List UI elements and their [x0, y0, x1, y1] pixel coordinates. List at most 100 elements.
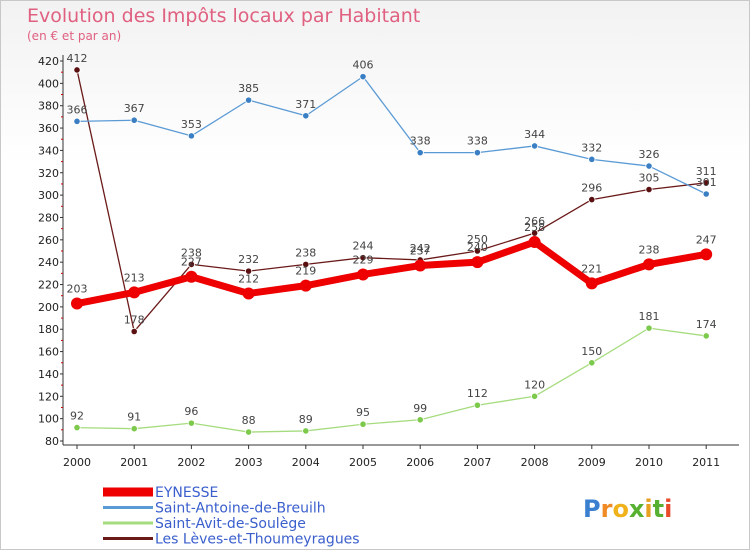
- data-label: 338: [467, 135, 488, 148]
- y-tick-label: 180: [38, 323, 59, 336]
- data-label: 353: [181, 118, 202, 131]
- logo-letter: x: [629, 495, 645, 523]
- data-label: 174: [696, 318, 717, 331]
- series-line: [76, 75, 707, 195]
- data-point: [357, 268, 369, 281]
- logo-text: Proxiti: [583, 495, 672, 523]
- logo-letter: r: [601, 495, 613, 523]
- data-label: 244: [353, 240, 374, 253]
- data-label: 266: [524, 215, 545, 228]
- logo-letter: i: [664, 495, 672, 523]
- data-point: [700, 248, 713, 261]
- data-label: 203: [67, 283, 88, 296]
- data-label: 238: [295, 246, 316, 259]
- data-label: 95: [356, 406, 370, 419]
- data-label: 338: [410, 135, 431, 148]
- data-label: 371: [295, 98, 316, 111]
- y-tick-label: 340: [38, 144, 59, 157]
- chart-subtitle: (en € et par an): [27, 29, 122, 43]
- data-label: 238: [181, 246, 202, 259]
- y-tick-label: 320: [38, 167, 59, 180]
- data-label: 89: [299, 413, 313, 426]
- data-point: [359, 254, 367, 262]
- series-layer: [71, 66, 713, 436]
- x-tick-label: 2009: [578, 456, 606, 469]
- x-tick-label: 2007: [463, 456, 491, 469]
- data-label: 227: [181, 256, 202, 269]
- data-point: [187, 260, 195, 269]
- data-label: 242: [410, 242, 431, 255]
- data-point: [416, 416, 424, 424]
- data-label: 296: [581, 182, 602, 195]
- data-point: [130, 116, 138, 124]
- legend-label: Saint-Antoine-de-Breuilh: [155, 501, 326, 517]
- y-tick-label: 240: [38, 256, 59, 269]
- x-tick-label: 2005: [349, 456, 377, 469]
- data-point: [471, 256, 484, 269]
- data-label: 229: [353, 253, 374, 266]
- data-point: [130, 327, 138, 336]
- x-tick-label: 2004: [292, 456, 320, 469]
- data-point: [73, 66, 81, 74]
- series-line: [76, 327, 707, 433]
- data-point: [585, 277, 598, 290]
- legend: EYNESSESaint-Antoine-de-BreuilhSaint-Avi…: [103, 485, 360, 548]
- axes: 80 100 120 140 160 180 200 220 240 260 280 300 320 34…: [38, 55, 739, 469]
- data-point: [302, 260, 310, 269]
- data-label: 96: [184, 405, 198, 418]
- y-tick-label: 100: [38, 413, 59, 426]
- data-point: [530, 142, 539, 150]
- y-tick-label: 140: [38, 368, 59, 381]
- data-label: 326: [639, 148, 660, 161]
- data-label: 385: [238, 82, 259, 95]
- data-label: 367: [124, 102, 145, 115]
- data-point: [588, 359, 596, 367]
- data-label: 219: [295, 265, 316, 278]
- data-label: 366: [67, 103, 88, 116]
- data-label: 91: [127, 411, 141, 424]
- y-tick-label: 400: [38, 77, 59, 90]
- data-label: 212: [238, 272, 259, 285]
- data-point: [643, 258, 655, 271]
- data-point: [245, 428, 253, 436]
- x-tick-label: 2006: [406, 456, 434, 469]
- data-point: [128, 286, 141, 299]
- legend-label: Saint-Avit-de-Soulège: [155, 516, 306, 532]
- data-point: [299, 279, 312, 292]
- logo-letter: i: [644, 495, 652, 523]
- data-point: [242, 287, 255, 300]
- x-tick-label: 2008: [521, 456, 549, 469]
- data-label: 92: [70, 410, 84, 423]
- x-tick-label: 2011: [692, 456, 720, 469]
- data-point: [414, 259, 427, 272]
- data-point: [645, 162, 653, 170]
- x-tick-label: 2010: [635, 456, 663, 469]
- y-tick-label: 280: [38, 211, 59, 224]
- data-point: [187, 132, 195, 140]
- y-tick-label: 260: [38, 234, 59, 247]
- data-point: [359, 420, 367, 428]
- data-point: [588, 195, 596, 204]
- data-point: [530, 392, 539, 400]
- data-label: 232: [238, 253, 259, 266]
- y-tick-label: 120: [38, 390, 59, 403]
- logo-letter: P: [583, 495, 601, 523]
- data-label: 240: [467, 241, 488, 254]
- data-label: 178: [124, 313, 145, 326]
- data-label: 213: [124, 271, 145, 284]
- data-point: [702, 179, 710, 187]
- y-tick-label: 420: [38, 55, 59, 68]
- data-label: 247: [696, 233, 717, 246]
- data-point: [359, 73, 367, 81]
- data-point: [473, 149, 481, 157]
- data-label: 344: [524, 128, 545, 141]
- data-point: [645, 324, 653, 332]
- chart-title: Evolution des Impôts locaux par Habitant: [27, 5, 421, 27]
- data-label: 181: [639, 310, 660, 323]
- data-label: 99: [413, 402, 427, 415]
- series-line: [73, 238, 710, 308]
- data-label: 88: [242, 414, 256, 427]
- series-2: [73, 324, 710, 436]
- data-label: 305: [639, 172, 660, 185]
- data-point: [302, 112, 310, 120]
